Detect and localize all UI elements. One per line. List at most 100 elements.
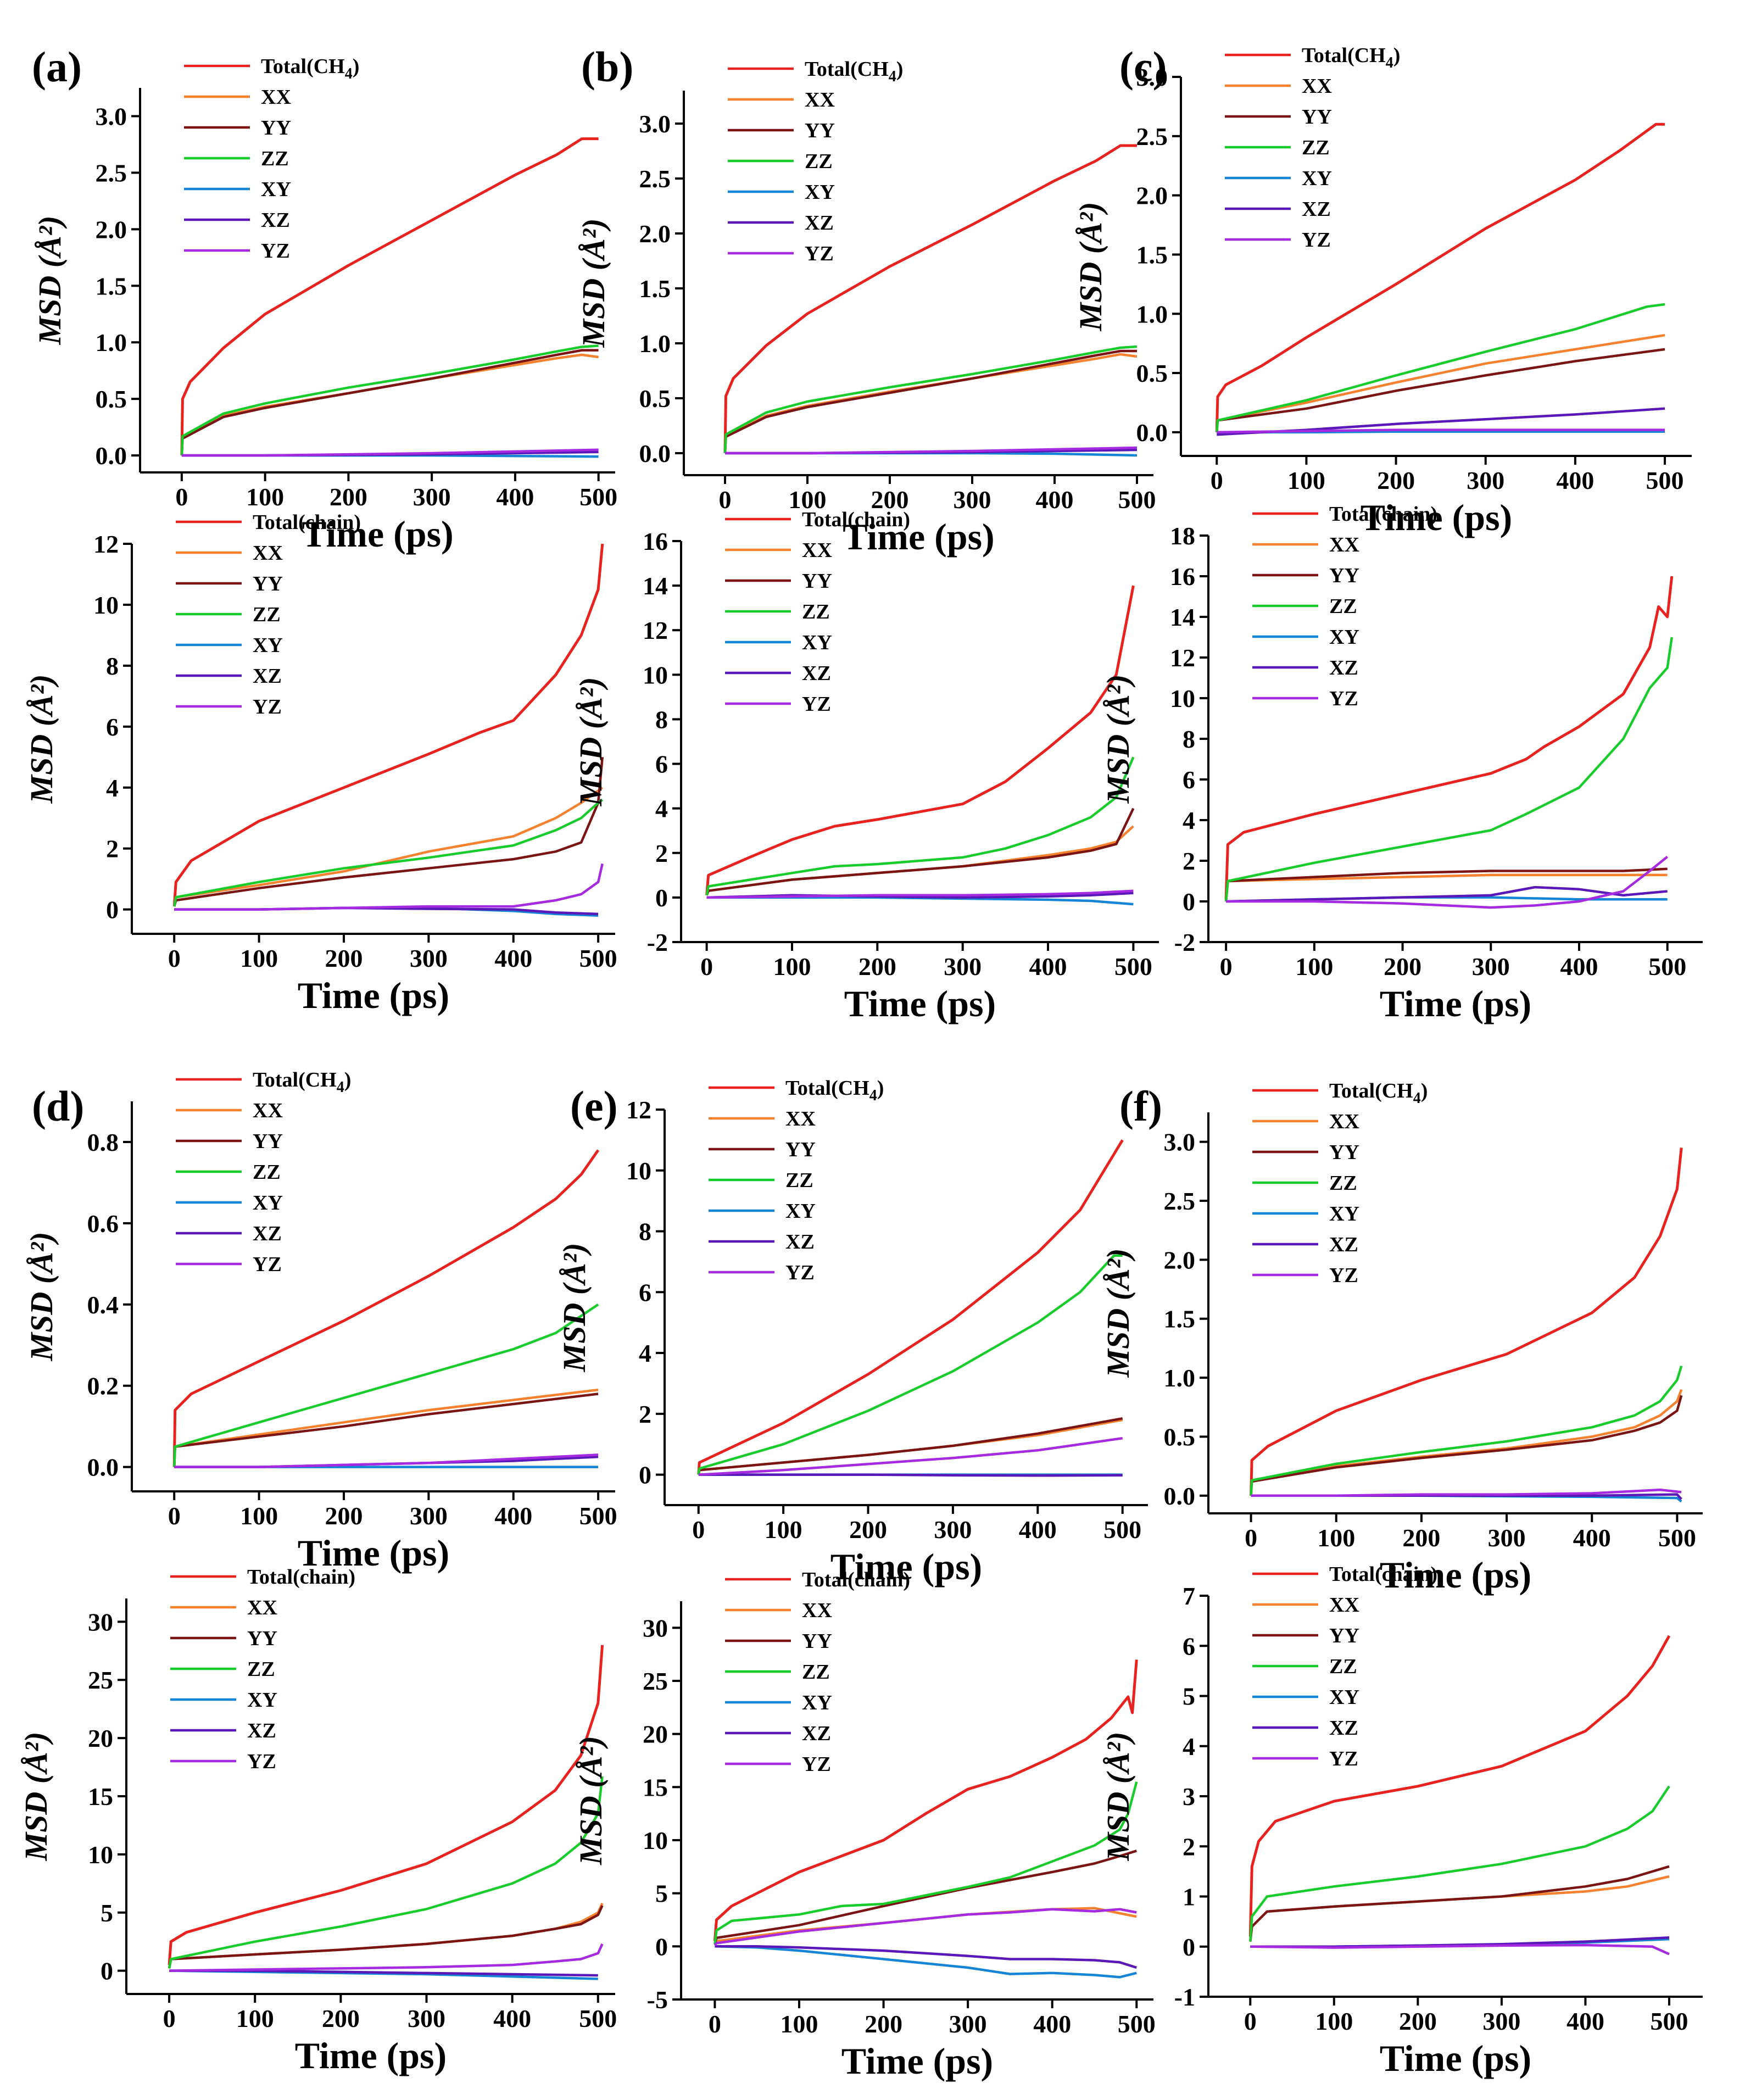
legend-label-xx: XX <box>802 1599 832 1622</box>
legend-label-yy: YY <box>253 572 283 595</box>
y-tick-label: 25 <box>643 1667 668 1695</box>
x-tick-label: 500 <box>1646 466 1684 494</box>
y-tick-label: 14 <box>643 572 668 600</box>
legend-label-xy: XY <box>1329 1686 1359 1709</box>
y-tick-label: 6 <box>106 713 119 741</box>
x-tick-label: 0 <box>692 1516 705 1544</box>
x-tick-label: 0 <box>700 952 713 981</box>
y-tick-label: 1.5 <box>1136 241 1168 269</box>
legend-label-xy: XY <box>247 1689 277 1712</box>
series-line-yy <box>705 807 1135 896</box>
legend-label-yy: YY <box>247 1627 277 1650</box>
y-tick-label: 5 <box>655 1880 668 1908</box>
y-tick-label: 1.0 <box>1136 300 1168 328</box>
y-tick-label: 2.5 <box>1136 122 1168 151</box>
y-tick-label: 14 <box>1170 603 1195 631</box>
x-tick-label: 500 <box>1114 952 1152 981</box>
legend-label-yz: YZ <box>1329 687 1358 710</box>
legend-label-xz: XZ <box>802 662 831 685</box>
y-tick-label: 8 <box>1183 725 1195 753</box>
chart-c1: 0 100 200 300 400 500 0.0 0.5 1.0 1.5 2.0 2.5 3.0 Tim… <box>1073 44 1692 538</box>
legend-label-yz: YZ <box>1302 229 1331 252</box>
x-tick-label: 0 <box>1220 952 1233 981</box>
y-axis-label: MSD (Å²) <box>24 1232 59 1362</box>
x-tick-label: 0 <box>168 1502 181 1530</box>
legend-label-xz: XZ <box>1329 1233 1358 1256</box>
legend-label-xy: XY <box>1302 167 1332 190</box>
y-tick-label: 0.0 <box>96 442 127 470</box>
series-line-yy <box>1216 348 1665 433</box>
y-tick-label: 20 <box>88 1724 113 1752</box>
x-tick-label: 100 <box>246 483 284 511</box>
chart-c2: 0 100 200 300 400 500 -2 0 2 4 6 8 10 12 14 16 18 Time (p… <box>1100 503 1703 1024</box>
x-tick-label: 200 <box>865 2010 902 2038</box>
chart-f2: 0 100 200 300 400 500 -1 0 1 2 3 4 5 6 7 Time (ps) MSD (… <box>1100 1563 1703 2079</box>
series-line-zz <box>168 1776 604 1969</box>
legend-label-xx: XX <box>1302 75 1332 98</box>
series-line-zz <box>713 1781 1138 1945</box>
y-tick-label: 2.0 <box>1136 182 1168 210</box>
series-line-yz <box>713 1908 1137 1946</box>
y-tick-label: 2 <box>1183 1832 1195 1861</box>
legend-label-yy: YY <box>802 1630 832 1653</box>
series-line-xz <box>715 1945 1137 1969</box>
x-tick-label: 0 <box>175 483 188 511</box>
chart-b1: 0 100 200 300 400 500 0.0 0.5 1.0 1.5 2.0 2.5 3.0 Tim… <box>576 58 1156 558</box>
y-tick-label: 0 <box>1183 1933 1195 1961</box>
series-line-zz <box>1250 1365 1683 1496</box>
series-line-yz <box>1251 1488 1682 1497</box>
y-tick-label: 0.4 <box>87 1291 119 1319</box>
x-tick-label: 100 <box>1317 1524 1355 1552</box>
series-line-yz <box>174 863 604 911</box>
legend-label-xx: XX <box>253 1099 283 1122</box>
y-tick-label: 0 <box>655 1932 668 1960</box>
x-tick-label: 400 <box>1566 2007 1604 2035</box>
series-line-yz <box>725 446 1138 455</box>
y-tick-label: 10 <box>93 591 119 619</box>
series-line-yz <box>1217 428 1665 434</box>
legend-label-yz: YZ <box>802 1753 831 1776</box>
legend-label-yz: YZ <box>805 242 834 265</box>
legend-label-xz: XZ <box>802 1722 831 1745</box>
y-tick-label: 2 <box>639 1400 651 1428</box>
x-tick-label: 500 <box>1118 2010 1156 2038</box>
legend-label-xy: XY <box>1329 626 1359 649</box>
y-tick-label: 4 <box>655 795 668 823</box>
x-tick-label: 0 <box>168 944 181 972</box>
y-tick-label: 15 <box>88 1783 113 1811</box>
series-line-yz <box>698 1436 1123 1476</box>
x-tick-label: 400 <box>1573 1524 1611 1552</box>
legend-label-zz: ZZ <box>802 1661 830 1684</box>
y-tick-label: 0.5 <box>1136 359 1168 387</box>
y-tick-label: 5 <box>1183 1683 1195 1711</box>
y-axis-label: MSD (Å²) <box>1073 202 1108 332</box>
x-axis-label: Time (ps) <box>295 2035 447 2076</box>
y-tick-label: 25 <box>88 1666 113 1694</box>
y-axis-label: MSD (Å²) <box>1100 1732 1136 1862</box>
x-tick-label: 300 <box>949 2010 987 2038</box>
series-line-yz <box>174 1453 599 1468</box>
x-tick-label: 200 <box>1399 2007 1437 2035</box>
legend-label-total: Total(CH4) <box>261 55 359 82</box>
x-tick-label: 0 <box>709 2010 721 2038</box>
y-tick-label: 6 <box>1183 766 1195 794</box>
chart-a1: 0 100 200 300 400 500 0.0 0.5 1.0 1.5 2.0 2.5 3.0 Tim… <box>32 55 617 555</box>
x-tick-label: 500 <box>579 944 617 972</box>
x-tick-label: 100 <box>789 486 827 514</box>
x-tick-label: 300 <box>954 486 991 514</box>
series-line-total <box>180 137 599 456</box>
legend-label-xx: XX <box>253 542 283 565</box>
x-tick-label: 300 <box>1472 952 1510 981</box>
y-axis-label: MSD (Å²) <box>573 677 609 807</box>
y-tick-label: 6 <box>1183 1632 1195 1660</box>
series-line-zz <box>180 344 599 456</box>
series-line-yy <box>1224 867 1668 902</box>
series-line-yz <box>181 448 599 457</box>
series-line-yy <box>723 349 1137 454</box>
x-tick-label: 500 <box>1658 1524 1696 1552</box>
legend-label-zz: ZZ <box>1329 595 1357 618</box>
panel-label-c: (c) <box>1119 43 1167 91</box>
x-tick-label: 400 <box>493 2004 531 2032</box>
legend-label-xy: XY <box>805 181 835 204</box>
